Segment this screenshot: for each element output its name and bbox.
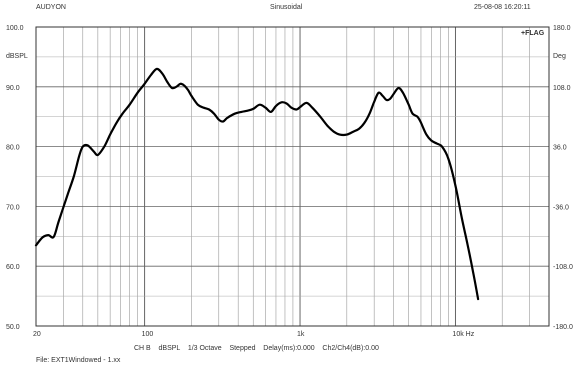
x-tick-label: 20 [33, 331, 41, 338]
y-tick-label-left: 100.0 [6, 25, 24, 32]
y-tick-label-left: 70.0 [6, 204, 20, 211]
x-tick-label: 1k [297, 331, 305, 338]
y-tick-label-right: 108.0 [553, 85, 571, 92]
footer-measurement-settings: CH B dBSPL 1/3 Octave Stepped Delay(ms):… [134, 345, 379, 352]
x-tick-label: 100 [142, 331, 154, 338]
y-tick-label-left: 60.0 [6, 264, 20, 271]
series-layer [34, 67, 480, 301]
y-tick-label-left: 80.0 [6, 145, 20, 152]
header-app-name: AUDYON [36, 4, 66, 11]
x-tick-label: 10k Hz [452, 331, 474, 338]
header-timestamp: 25-08-08 16:20:11 [474, 4, 531, 11]
y-tick-label-right: -180.0 [553, 324, 573, 331]
frequency-response-chart: 100.0 90.0 80.0 70.0 60.0 50.0 180.0 108.0 36.0 -… [6, 25, 573, 338]
y-tick-label-left: 50.0 [6, 324, 20, 331]
y-tick-label-right: -108.0 [553, 264, 573, 271]
spl-response-line [34, 67, 480, 301]
footer-file-name: File: EXT1Windowed - 1.xx [36, 357, 121, 364]
header-measurement-mode: Sinusoidal [270, 4, 303, 11]
y-tick-label-right: 180.0 [553, 25, 571, 32]
y-tick-label-right: 36.0 [553, 145, 567, 152]
right-axis-unit: Deg [553, 53, 566, 60]
y-tick-label-right: -36.0 [553, 204, 569, 211]
top-right-flag: +FLAG [521, 30, 545, 37]
axis-ticks: 100.0 90.0 80.0 70.0 60.0 50.0 180.0 108.0 36.0 -… [6, 25, 573, 338]
plot-border [35, 26, 550, 327]
left-axis-unit: dBSPL [6, 53, 28, 60]
y-tick-label-left: 90.0 [6, 85, 20, 92]
